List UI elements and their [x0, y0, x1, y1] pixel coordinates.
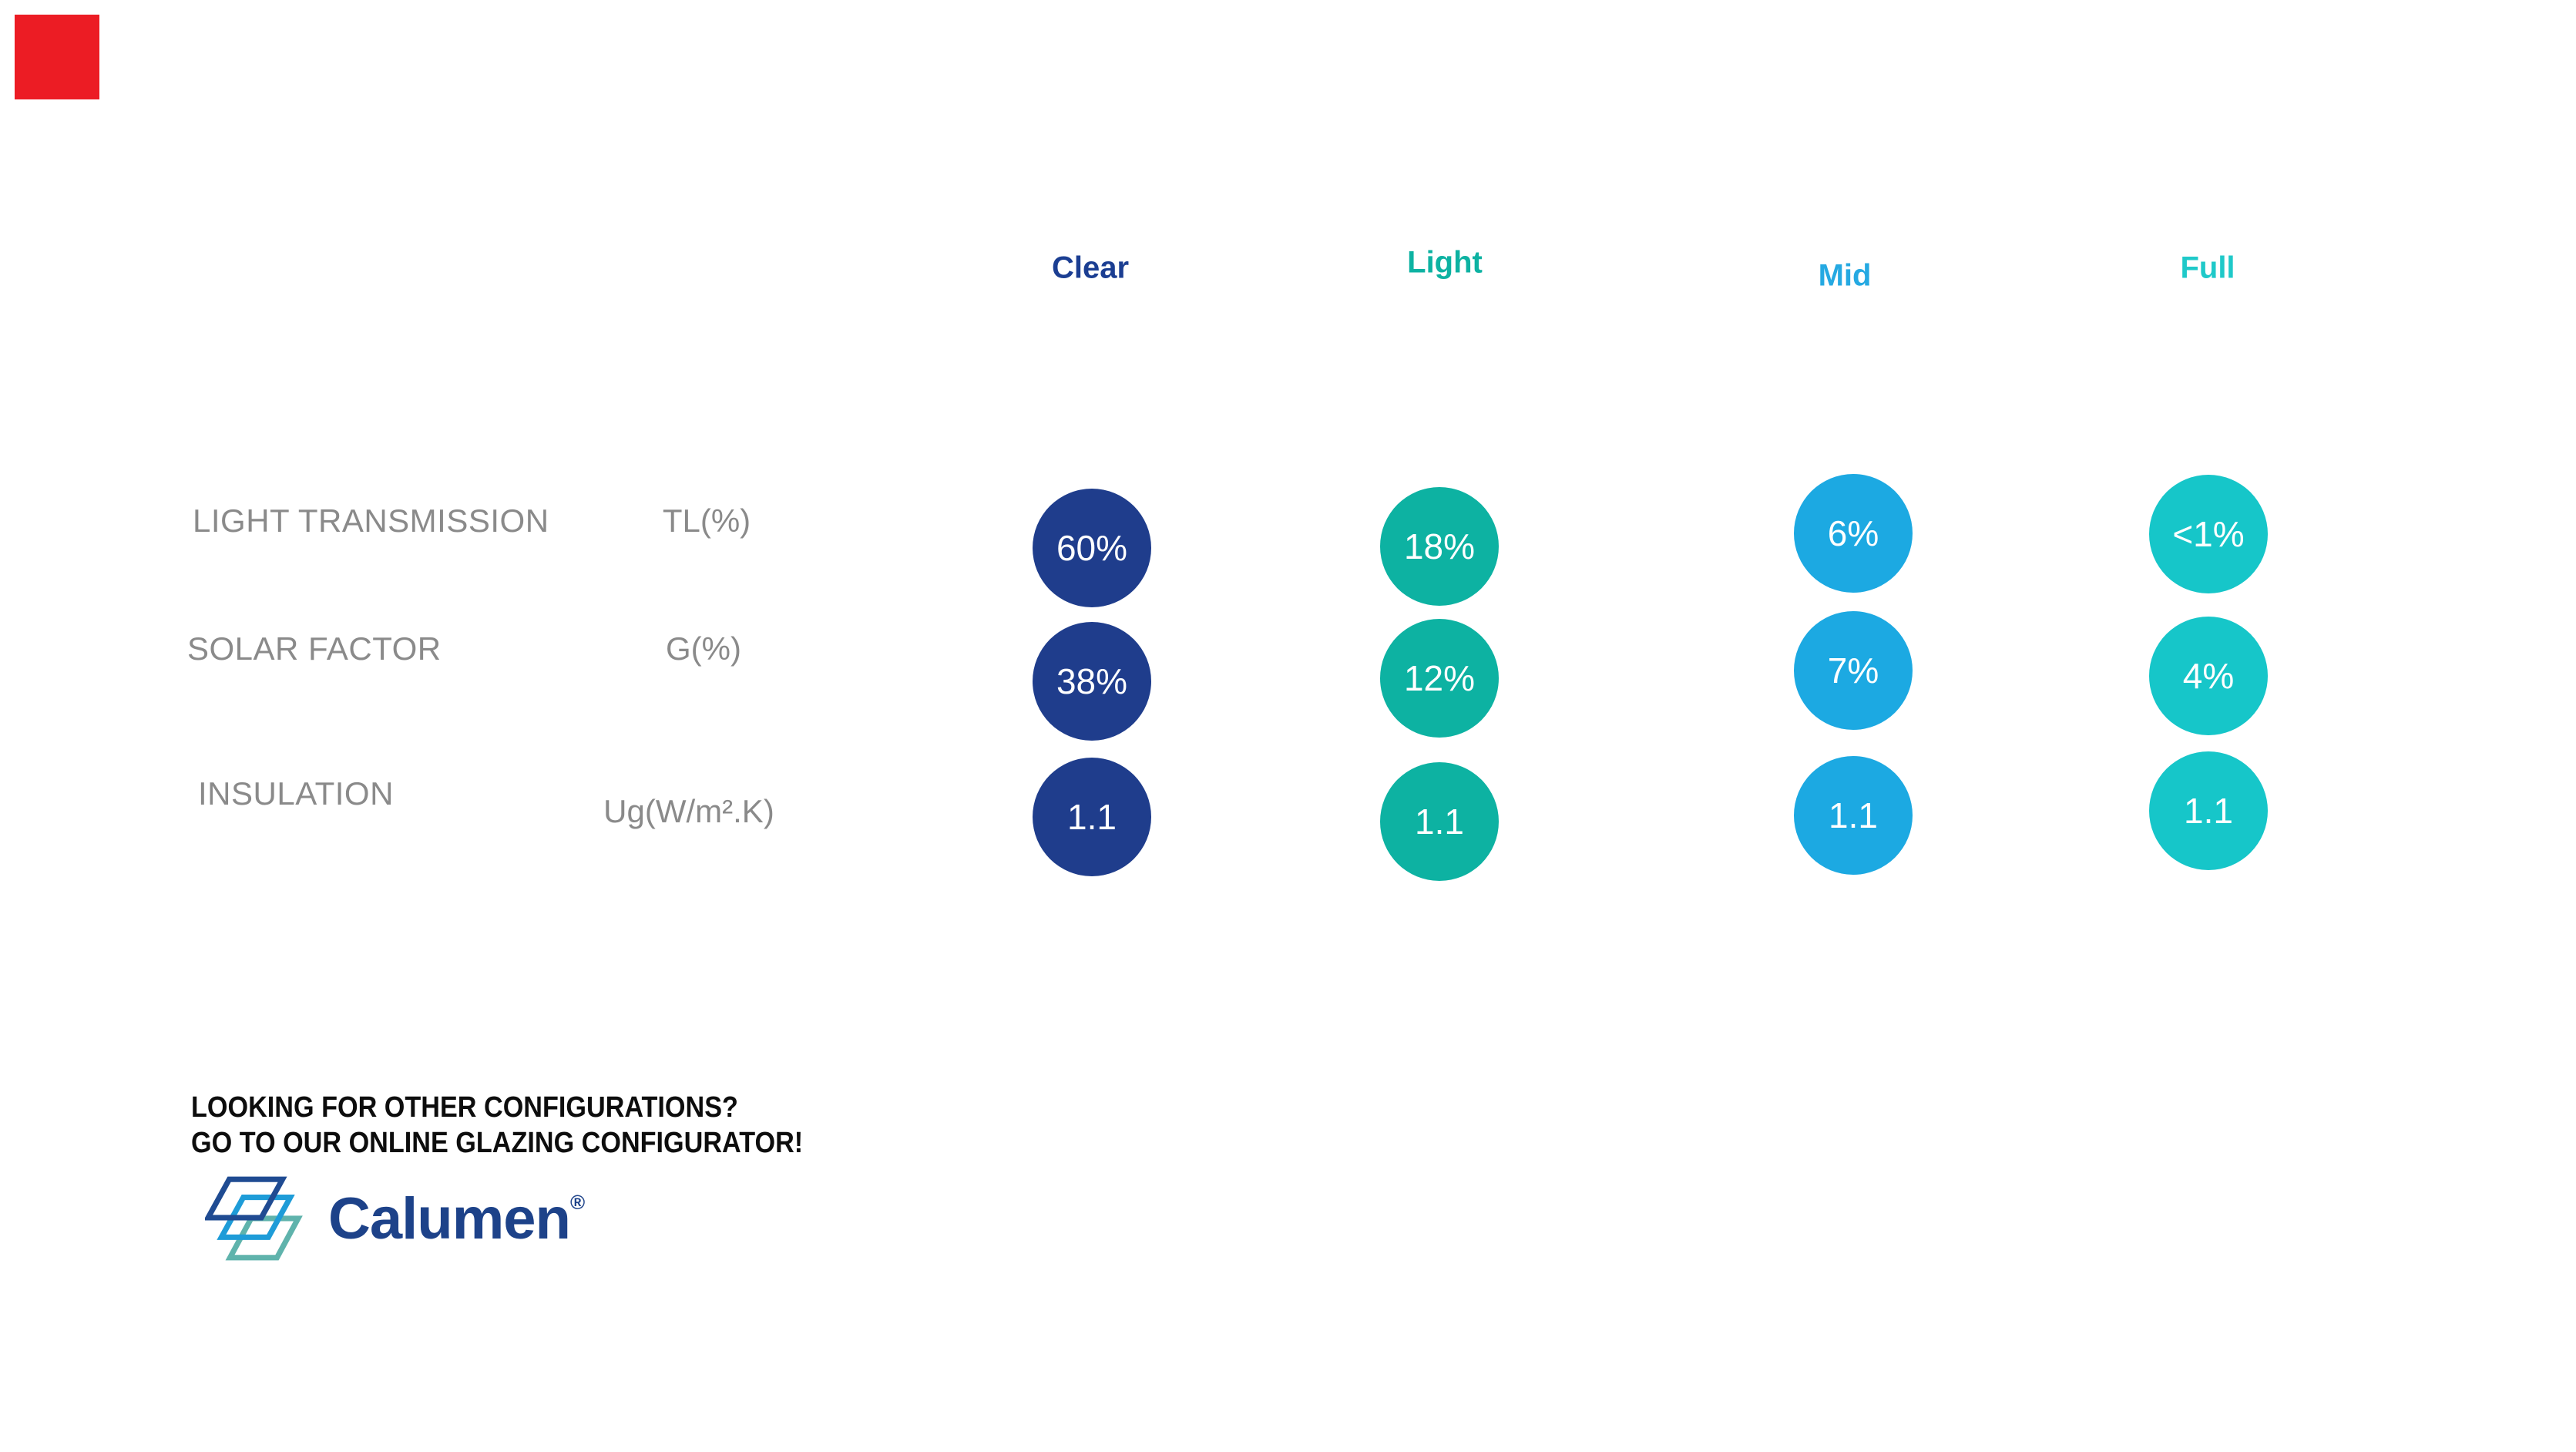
- red-marker: [15, 15, 99, 99]
- value-circle: <1%: [2149, 475, 2268, 593]
- value-circle: 4%: [2149, 617, 2268, 735]
- value-circle: 7%: [1794, 611, 1913, 730]
- column-header-light: Light: [1407, 245, 1483, 280]
- value-circle: 1.1: [1380, 762, 1499, 881]
- column-header-mid: Mid: [1818, 258, 1872, 293]
- row-label: LIGHT TRANSMISSION: [193, 502, 549, 539]
- value-circle: 1.1: [1033, 758, 1151, 876]
- value-circle: 18%: [1380, 487, 1499, 606]
- cta-line1: LOOKING FOR OTHER CONFIGURATIONS?: [191, 1091, 738, 1124]
- calumen-logo[interactable]: Calumen®: [205, 1175, 585, 1264]
- value-circle: 38%: [1033, 622, 1151, 741]
- value-circle: 6%: [1794, 474, 1913, 593]
- value-circle: 60%: [1033, 489, 1151, 607]
- row-unit: TL(%): [662, 502, 751, 539]
- calumen-panes-icon: [205, 1176, 303, 1261]
- cta-text[interactable]: LOOKING FOR OTHER CONFIGURATIONS? GO TO …: [191, 1090, 871, 1161]
- row-label: INSULATION: [198, 775, 394, 812]
- brand-wordmark: Calumen®: [328, 1190, 585, 1249]
- column-header-full: Full: [2180, 250, 2235, 285]
- value-circle: 1.1: [1794, 756, 1913, 875]
- value-circle: 1.1: [2149, 751, 2268, 870]
- row-label: SOLAR FACTOR: [187, 630, 442, 667]
- column-header-clear: Clear: [1051, 250, 1130, 285]
- registered-mark: ®: [569, 1191, 586, 1214]
- value-circle: 12%: [1380, 619, 1499, 738]
- row-unit: Ug(W/m².K): [603, 793, 774, 829]
- row-unit: G(%): [666, 630, 741, 667]
- brand-name: Calumen: [328, 1186, 571, 1252]
- cta-line2: GO TO OUR ONLINE GLAZING CONFIGURATOR!: [191, 1127, 804, 1159]
